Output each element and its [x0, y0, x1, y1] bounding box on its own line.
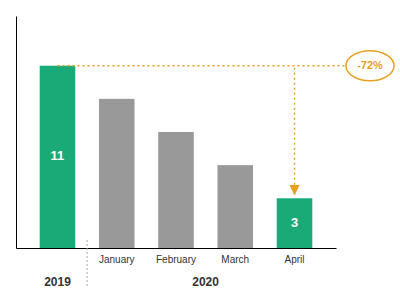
bar — [217, 165, 253, 248]
x-tick-label: January — [99, 254, 135, 265]
y-axis-line — [16, 17, 17, 249]
bar — [99, 99, 135, 248]
group-label: 2019 — [44, 275, 71, 289]
group-separator — [87, 240, 88, 288]
x-tick-label: February — [156, 254, 196, 265]
group-labels: 2019 2020 — [44, 275, 219, 289]
x-tick: March — [221, 254, 249, 265]
x-tick: February — [156, 254, 196, 265]
x-tick: January — [99, 254, 135, 265]
group-label: 2020 — [192, 275, 219, 289]
x-tick-label: April — [285, 254, 305, 265]
data-label: 11 — [51, 148, 65, 163]
plot: January February March April 11 3 -72% 2019 2020 — [17, 17, 395, 290]
bar — [158, 132, 194, 248]
chart: January February March April 11 3 -72% 2019 2020 — [0, 0, 400, 300]
annotation-circle — [346, 51, 394, 81]
data-labels: 11 3 — [51, 148, 299, 229]
x-axis-line — [17, 248, 337, 249]
x-axis: January February March April — [17, 249, 337, 266]
x-tick-label: March — [221, 254, 249, 265]
annotation-text: -72% — [357, 59, 383, 71]
bar — [40, 66, 76, 248]
bar — [277, 198, 313, 248]
bars — [40, 66, 313, 248]
data-label: 3 — [291, 215, 298, 230]
annotation-arrow — [294, 68, 296, 196]
annotation-line — [57, 65, 346, 67]
annotation: -72% — [57, 51, 394, 196]
x-tick: April — [285, 254, 305, 265]
y-axis — [16, 17, 17, 249]
